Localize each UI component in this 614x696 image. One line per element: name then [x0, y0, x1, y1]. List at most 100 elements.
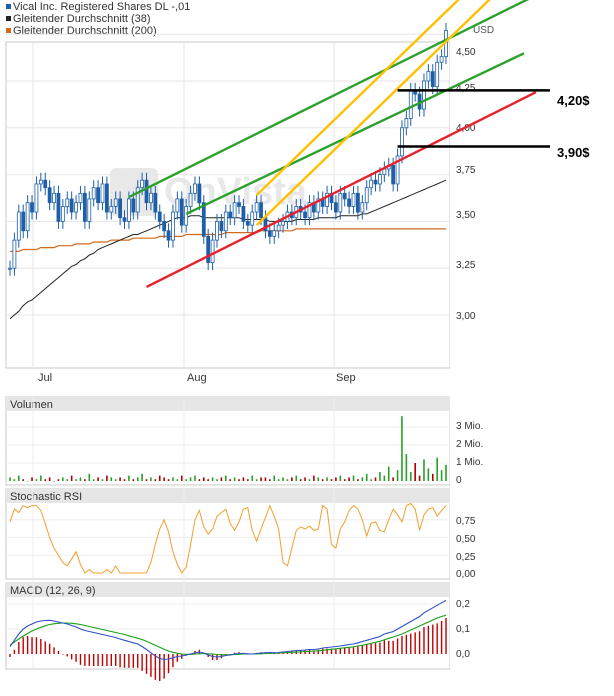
macd-histogram-bar — [44, 641, 46, 654]
macd-histogram-bar — [339, 648, 342, 654]
macd-line — [9, 599, 447, 661]
volume-bar — [114, 479, 117, 481]
volume-bar — [101, 479, 104, 481]
y-tick-350: 3,50 — [456, 210, 476, 221]
candle-body — [219, 220, 224, 232]
macd-histogram-bar — [330, 648, 333, 654]
volume-bar — [229, 479, 232, 481]
candle-body — [338, 192, 343, 213]
candle-body — [245, 220, 250, 226]
x-tick-jul: Jul — [38, 372, 52, 384]
trendline-green-1 — [185, 52, 525, 215]
candle-body — [122, 217, 127, 222]
volume-bar — [132, 479, 135, 481]
x-tick-aug: Aug — [187, 372, 207, 384]
trendline-yellow-3 — [255, 0, 460, 197]
macd-histogram-bar — [35, 637, 38, 654]
volume-bar — [75, 479, 77, 481]
volume-bar — [158, 475, 161, 481]
y-tick-450: 4,50 — [456, 47, 476, 58]
macd-histogram-bar — [304, 650, 306, 654]
candle-body — [378, 174, 382, 185]
volume-bar — [66, 479, 69, 481]
macd-histogram-bar — [48, 643, 51, 654]
volume-bar — [44, 479, 47, 481]
candle-body — [351, 192, 356, 207]
candle-body — [12, 239, 17, 269]
candle-body — [87, 198, 92, 222]
candle-body — [135, 187, 140, 213]
volume-bar — [317, 477, 320, 481]
legend-ma38: Gleitender Durchschnitt (38) — [13, 13, 151, 25]
volume-bar — [185, 479, 187, 481]
macd-histogram-bar — [145, 654, 148, 674]
candle-body — [356, 192, 360, 213]
currency-label: USD — [473, 25, 494, 36]
candle-body — [241, 206, 246, 222]
macd-histogram-bar — [159, 654, 161, 681]
macd-histogram-bar — [392, 640, 394, 654]
vol-tick-2: 2 Mio. — [456, 439, 483, 450]
volume-title-bar — [6, 397, 450, 411]
candle-body — [188, 192, 193, 207]
volume-bar — [154, 479, 157, 481]
stoch-tick-0: 0,00 — [456, 569, 476, 580]
macd-histogram-bar — [233, 652, 236, 654]
candle-body — [104, 183, 109, 213]
volume-bar — [22, 479, 25, 481]
volume-bar — [440, 470, 443, 481]
volume-bar — [260, 477, 262, 481]
macd-histogram-bar — [128, 654, 130, 668]
volume-bar — [379, 472, 381, 481]
candle-body — [210, 239, 215, 263]
candle-body — [166, 230, 171, 241]
macd-histogram-bar — [357, 646, 359, 654]
candle-body — [259, 202, 263, 219]
macd-histogram-bar — [101, 654, 104, 666]
volume-bar — [233, 477, 236, 481]
candle-body — [276, 224, 281, 232]
trendline-red-4 — [145, 91, 537, 288]
macd-histogram-bar — [167, 654, 170, 674]
candle-body — [303, 211, 307, 219]
volume-bar — [321, 479, 324, 481]
candle-body — [8, 267, 12, 270]
macd-tick-1: 0,1 — [456, 624, 470, 635]
volume-bar — [414, 463, 416, 481]
volume-bar — [70, 475, 73, 481]
trendline-green-0 — [128, 0, 529, 199]
candle-body — [162, 220, 167, 232]
candle-body — [439, 56, 444, 63]
macd-histogram-bar — [313, 650, 315, 654]
candle-body — [254, 202, 259, 213]
candle-body — [157, 211, 162, 222]
volume-bar — [220, 477, 223, 481]
candle-body — [267, 230, 272, 237]
volume-bar — [436, 457, 438, 481]
candle-body — [109, 206, 114, 213]
volume-bar — [348, 477, 350, 481]
macd-histogram-bar — [150, 654, 152, 677]
macd-histogram-bar — [84, 654, 86, 666]
candle-body — [30, 202, 34, 213]
candle-body — [426, 71, 431, 82]
volume-bar — [330, 479, 333, 481]
volume-bar — [295, 475, 298, 481]
legend-swatch-ma38 — [6, 16, 11, 21]
macd-histogram-bar — [92, 654, 95, 666]
volume-bar — [383, 475, 386, 481]
volume-bar — [392, 477, 394, 481]
macd-histogram-bar — [317, 649, 319, 654]
volume-bar — [150, 477, 152, 481]
volume-bar — [176, 479, 179, 481]
volume-bar — [339, 475, 342, 481]
volume-bar — [207, 479, 209, 481]
volume-bar — [119, 477, 121, 481]
candle-body — [422, 80, 426, 110]
candle-body — [82, 192, 87, 222]
macd-histogram-bar — [388, 640, 390, 654]
candle-body — [404, 118, 409, 129]
volume-bar — [247, 479, 249, 481]
volume-bar — [224, 475, 227, 481]
volume-bar — [57, 479, 60, 481]
